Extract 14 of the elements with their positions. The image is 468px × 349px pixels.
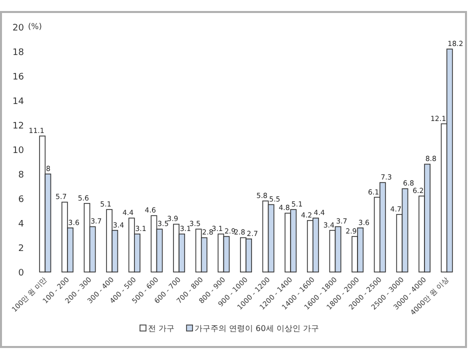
ytick: 16 [12,72,24,82]
ytick: 2 [18,244,24,254]
ytick: 0 [18,268,24,278]
legend-label: 전 가구 [148,324,175,333]
annotation: (%) [28,22,42,31]
ytick: 14 [12,97,24,107]
ytick: 6 [18,195,24,205]
ytick: 8 [18,170,24,180]
ytick: 4 [18,220,24,230]
legend-label: 가구주의 연령이 60세 이상인 가구 [194,324,319,333]
ytick: 12 [12,122,24,132]
ytick: 20 [12,24,24,34]
ytick: 10 [12,146,24,156]
ytick: 18 [12,48,24,58]
